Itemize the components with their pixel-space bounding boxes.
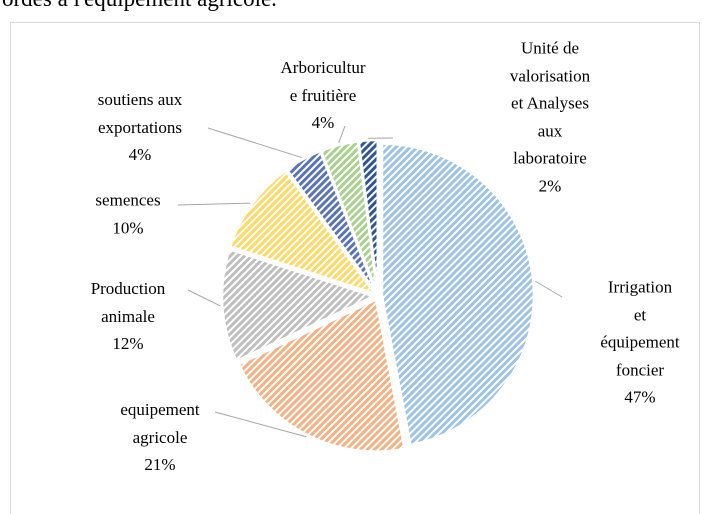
- pie-slice: [357, 138, 379, 293]
- data-label: Arboricultur e fruitière 4%: [281, 54, 366, 137]
- pie-slice: [236, 297, 407, 453]
- category-label: semences: [95, 190, 161, 210]
- caption: ordés à l'équipement agricole.: [2, 0, 277, 12]
- value-label: 10%: [112, 218, 144, 237]
- value-label: 4%: [128, 144, 152, 164]
- chart-frame: [10, 22, 700, 514]
- leader-line: [207, 127, 303, 159]
- leader-line: [338, 125, 346, 144]
- leader-line: [535, 280, 563, 298]
- category-label: Arboricultur e fruitière: [280, 57, 366, 105]
- data-label: semences 10%: [95, 187, 160, 242]
- category-label: soutiens aux exportations: [97, 89, 183, 137]
- pie-slice: [220, 247, 378, 363]
- leader-line: [214, 411, 307, 438]
- pie-slice: [228, 168, 379, 297]
- category-label: Production animale: [90, 278, 166, 326]
- data-label: equipement agricole 21%: [120, 396, 199, 479]
- data-label: Unité de valorisation et Analyses aux la…: [510, 35, 590, 200]
- category-label: Unité de valorisation et Analyses aux la…: [509, 38, 591, 168]
- leader-line: [177, 202, 251, 206]
- leader-line: [187, 289, 221, 307]
- pie-slice: [380, 142, 536, 447]
- value-label: 47%: [624, 387, 656, 407]
- category-label: equipement agricole: [120, 399, 200, 447]
- value-label: 12%: [112, 333, 144, 353]
- value-label: 21%: [144, 454, 176, 474]
- data-label: Irrigation et équipement foncier 47%: [600, 273, 679, 411]
- value-label: 2%: [538, 176, 562, 195]
- data-label: Production animale 12%: [91, 275, 166, 358]
- data-label: soutiens aux exportations 4%: [98, 86, 183, 169]
- value-label: 4%: [311, 112, 335, 132]
- category-label: Irrigation et équipement foncier: [600, 277, 680, 379]
